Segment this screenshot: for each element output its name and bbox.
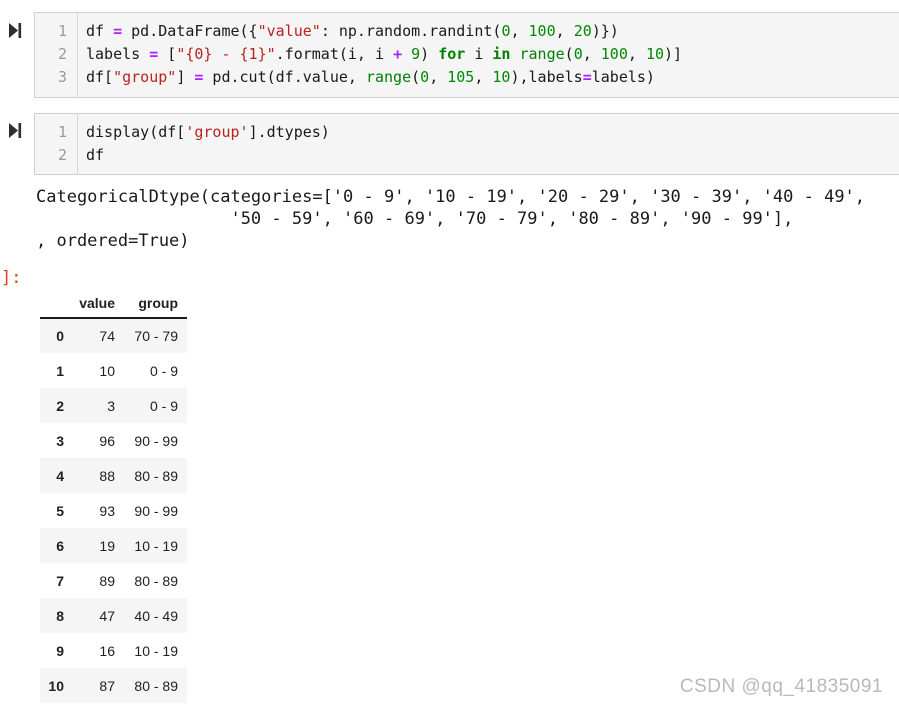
dataframe-header: value group	[40, 288, 187, 318]
value-cell: 19	[99, 537, 115, 554]
code-line: labels = ["{0} - {1}".format(i, i + 9) f…	[86, 45, 683, 63]
group-cell: 10 - 19	[134, 642, 178, 659]
code-editor[interactable]: df = pd.DataFrame({"value": np.random.ra…	[78, 13, 682, 97]
group-column-header: group	[138, 294, 178, 311]
value-cell: 96	[99, 432, 115, 449]
table-row: 9 16 10 - 19	[40, 633, 187, 668]
csdn-watermark: CSDN @qq_41835091	[679, 676, 883, 697]
value-cell: 93	[99, 502, 115, 519]
code-line: df["group"] = pd.cut(df.value, range(0, …	[86, 68, 655, 86]
row-index: 2	[56, 397, 64, 414]
value-cell: 88	[99, 467, 115, 484]
group-cell: 80 - 89	[134, 467, 178, 484]
value-cell: 74	[99, 328, 115, 344]
group-cell: 90 - 99	[134, 432, 178, 449]
value-column-header: value	[79, 294, 115, 311]
group-cell: 0 - 9	[149, 397, 178, 414]
table-row: 2 3 0 - 9	[40, 388, 187, 423]
row-index: 1	[56, 362, 64, 379]
table-row: 0 74 70 - 79	[40, 318, 187, 353]
line-number: 3	[57, 68, 67, 86]
group-cell: 40 - 49	[134, 607, 178, 624]
index-column-header	[40, 288, 64, 318]
row-index: 5	[56, 502, 64, 519]
table-row: 6 19 10 - 19	[40, 528, 187, 563]
table-row: 10 87 80 - 89	[40, 668, 187, 703]
line-number: 1	[57, 123, 67, 141]
group-cell: 80 - 89	[134, 572, 178, 589]
value-cell: 16	[99, 642, 115, 659]
output-prompt: ]:	[1, 268, 22, 288]
code-line: df	[86, 146, 105, 164]
group-cell: 80 - 89	[134, 677, 178, 694]
table-row: 8 47 40 - 49	[40, 598, 187, 633]
row-index: 3	[56, 432, 64, 449]
table-row: 3 96 90 - 99	[40, 423, 187, 458]
line-number: 2	[57, 146, 67, 164]
value-cell: 3	[107, 397, 115, 414]
row-index: 6	[56, 537, 64, 554]
play-to-bar-icon	[9, 23, 22, 38]
play-to-bar-icon	[9, 123, 22, 138]
group-cell: 10 - 19	[134, 537, 178, 554]
run-cell-icon[interactable]	[8, 122, 23, 139]
table-row: 5 93 90 - 99	[40, 493, 187, 528]
table-row: 1 10 0 - 9	[40, 353, 187, 388]
value-cell: 47	[99, 607, 115, 624]
table-row: 4 88 80 - 89	[40, 458, 187, 493]
dtype-output: CategoricalDtype(categories=['0 - 9', '1…	[36, 187, 866, 251]
row-index: 10	[48, 677, 64, 694]
line-number: 2	[57, 45, 67, 63]
group-cell: 70 - 79	[134, 328, 178, 344]
code-line: display(df['group'].dtypes)	[86, 123, 330, 141]
value-cell: 87	[99, 677, 115, 694]
code-line: df = pd.DataFrame({"value": np.random.ra…	[86, 22, 619, 40]
table-row: 7 89 80 - 89	[40, 563, 187, 598]
row-index: 0	[56, 328, 64, 344]
group-cell: 0 - 9	[149, 362, 178, 379]
row-index: 4	[56, 467, 64, 484]
row-index: 9	[56, 642, 64, 659]
run-cell-icon[interactable]	[8, 22, 23, 39]
value-cell: 89	[99, 572, 115, 589]
row-index: 7	[56, 572, 64, 589]
group-cell: 90 - 99	[134, 502, 178, 519]
value-cell: 10	[99, 362, 115, 379]
code-cell-1[interactable]: 1 2 3 df = pd.DataFrame({"value": np.rando…	[34, 12, 899, 98]
line-number: 1	[57, 22, 67, 40]
row-index: 8	[56, 607, 64, 624]
code-editor[interactable]: display(df['group'].dtypes) df	[78, 114, 330, 174]
line-numbers: 1 2 3	[35, 13, 78, 97]
